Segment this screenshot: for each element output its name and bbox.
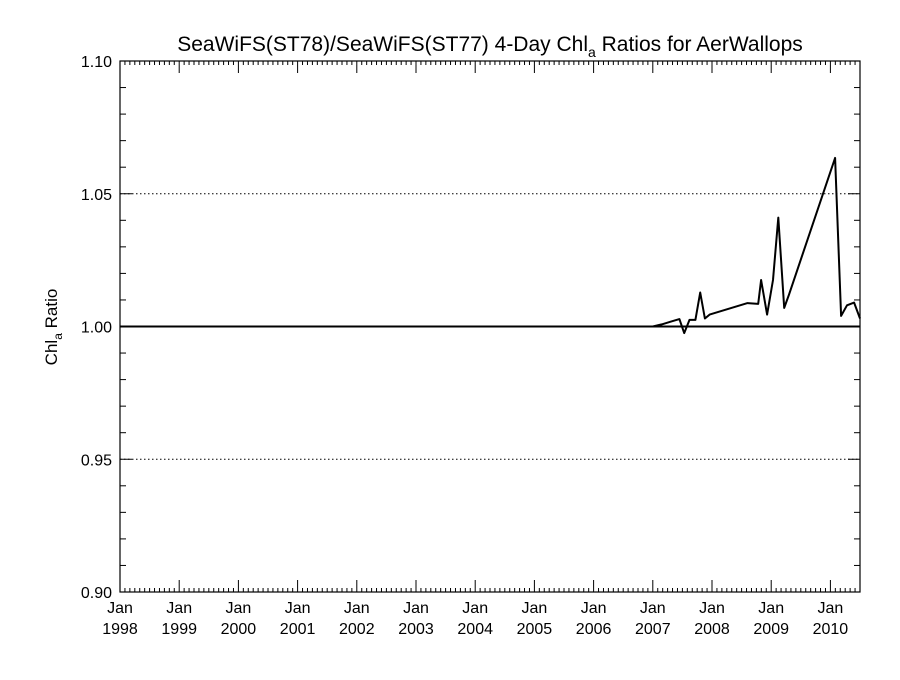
x-tick-label-month-2004: Jan — [462, 600, 488, 617]
x-tick-label-year-1999: 1999 — [161, 621, 197, 638]
x-tick-label-month-2009: Jan — [758, 600, 784, 617]
x-tick-label-year-2004: 2004 — [457, 621, 493, 638]
x-tick-label-year-2006: 2006 — [576, 621, 612, 638]
x-tick-label-year-2000: 2000 — [221, 621, 257, 638]
x-tick-label-year-1998: 1998 — [102, 621, 138, 638]
y-tick-label-1.10: 1.10 — [81, 54, 112, 71]
chart-title-subscript: a — [588, 44, 596, 60]
y-tick-labels: 0.90 0.95 1.00 1.05 1.10 — [81, 54, 112, 602]
x-tick-label-year-2007: 2007 — [635, 621, 671, 638]
x-tick-label-month-2005: Jan — [522, 600, 548, 617]
y-tick-label-0.95: 0.95 — [81, 452, 112, 469]
x-tick-label-year-2008: 2008 — [694, 621, 730, 638]
x-tick-label-year-2009: 2009 — [753, 621, 789, 638]
x-tick-label-year-2010: 2010 — [813, 621, 849, 638]
series-line-0 — [120, 156, 861, 335]
x-tick-label-month-2000: Jan — [226, 600, 252, 617]
x-tick-label-month-2003: Jan — [403, 600, 429, 617]
plot-frame — [119, 60, 861, 593]
x-tick-label-month-1999: Jan — [166, 600, 192, 617]
x-tick-label-year-2003: 2003 — [398, 621, 434, 638]
x-tick-label-month-2006: Jan — [581, 600, 607, 617]
y-axis-label-tail: Ratio — [42, 289, 61, 333]
x-tick-label-year-2002: 2002 — [339, 621, 375, 638]
x-tick-label-month-2007: Jan — [640, 600, 666, 617]
y-axis-label: Chla Ratio — [42, 289, 65, 366]
x-tick-label-month-2002: Jan — [344, 600, 370, 617]
x-tick-label-year-2001: 2001 — [280, 621, 316, 638]
x-tick-label-month-2001: Jan — [285, 600, 311, 617]
x-tick-labels: Jan 1998 Jan 1999 Jan 2000 Jan 2001 Jan 2002 Jan 20… — [102, 600, 848, 638]
y-tick-label-1.05: 1.05 — [81, 187, 112, 204]
x-tick-label-month-1998: Jan — [107, 600, 133, 617]
x-tick-label-month-2008: Jan — [699, 600, 725, 617]
x-tick-label-year-2005: 2005 — [517, 621, 553, 638]
y-tick-label-1.00: 1.00 — [81, 320, 112, 337]
chart-title-main: SeaWiFS(ST78)/SeaWiFS(ST77) 4-Day Chl — [177, 33, 588, 56]
y-axis-label-main: Chl — [42, 340, 61, 366]
y-tick-label-0.90: 0.90 — [81, 585, 112, 602]
chart-title-tail: Ratios for AerWallops — [596, 33, 803, 56]
chart-title: SeaWiFS(ST78)/SeaWiFS(ST77) 4-Day Chla R… — [177, 33, 803, 60]
series-group — [120, 156, 861, 335]
x-tick-label-month-2010: Jan — [818, 600, 844, 617]
y-axis-label-subscript: a — [51, 333, 65, 340]
